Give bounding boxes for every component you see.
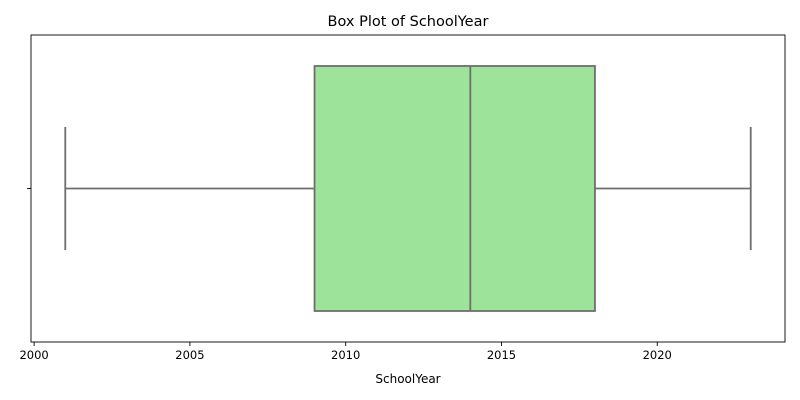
x-tick-label: 2015 bbox=[487, 348, 516, 362]
iqr-box bbox=[313, 65, 596, 312]
plot-area: 2000 2005 2010 2015 2020 bbox=[19, 34, 786, 362]
x-tick-label: 2020 bbox=[643, 348, 672, 362]
x-tick-label: 2010 bbox=[331, 348, 360, 362]
x-axis-label: SchoolYear bbox=[375, 372, 440, 386]
x-tick-label: 2005 bbox=[175, 348, 204, 362]
x-tick-label: 2000 bbox=[19, 348, 48, 362]
chart-title: Box Plot of SchoolYear bbox=[328, 14, 489, 30]
